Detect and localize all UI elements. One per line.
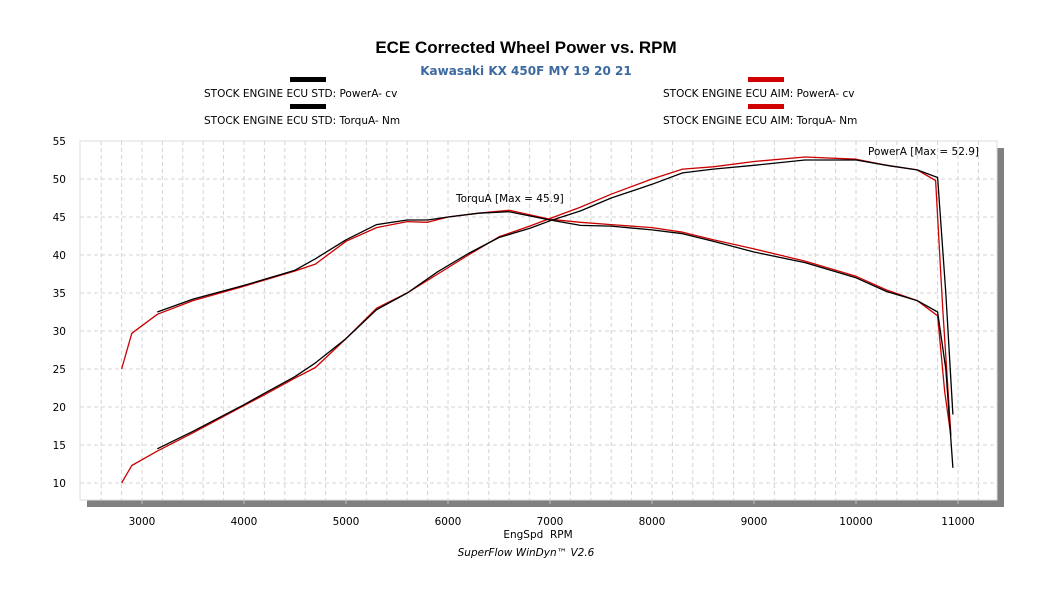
- x-tick-label: 4000: [231, 516, 258, 528]
- annotation-torque-max: TorquA [Max = 45.9]: [455, 193, 564, 205]
- legend-item-aim-power: STOCK ENGINE ECU AIM: PowerA- cv: [663, 88, 855, 100]
- legend-item-std-power: STOCK ENGINE ECU STD: PowerA- cv: [204, 88, 398, 100]
- x-axis-label: EngSpd RPM: [503, 529, 572, 541]
- y-tick-label: 55: [53, 136, 66, 148]
- x-tick-label: 9000: [741, 516, 768, 528]
- y-tick-label: 25: [53, 364, 66, 376]
- x-tick-label: 7000: [537, 516, 564, 528]
- plot-shadow-right: [997, 148, 1004, 507]
- y-tick-label: 40: [53, 250, 66, 262]
- chart-subtitle: Kawasaki KX 450F MY 19 20 21: [420, 64, 632, 78]
- x-tick-label: 5000: [333, 516, 360, 528]
- legend-swatch-std-torque: [290, 104, 326, 109]
- plot-shadow-bottom: [87, 500, 1004, 507]
- legend-swatch-aim-power: [748, 77, 784, 82]
- legend-item-aim-torque: STOCK ENGINE ECU AIM: TorquA- Nm: [663, 115, 858, 127]
- x-tick-label: 6000: [435, 516, 462, 528]
- std-power-line: [157, 159, 954, 450]
- plot-area: [79, 140, 998, 501]
- y-tick-label: 20: [53, 402, 66, 414]
- y-tick-label: 35: [53, 288, 66, 300]
- y-tick-label: 30: [53, 326, 66, 338]
- annotation-power-max: PowerA [Max = 52.9]: [868, 146, 979, 158]
- y-tick-label: 45: [53, 212, 66, 224]
- std-torque-line: [157, 211, 954, 468]
- chart-title: ECE Corrected Wheel Power vs. RPM: [375, 38, 677, 57]
- legend-swatch-aim-torque: [748, 104, 784, 109]
- y-tick-label: 10: [53, 478, 66, 490]
- y-tick-label: 50: [53, 174, 66, 186]
- software-footer: SuperFlow WinDyn™ V2.6: [457, 547, 595, 559]
- legend-swatch-std-power: [290, 77, 326, 82]
- x-tick-label: 10000: [839, 516, 872, 528]
- x-tick-label: 11000: [941, 516, 974, 528]
- x-tick-label: 8000: [639, 516, 666, 528]
- legend-item-std-torque: STOCK ENGINE ECU STD: TorquA- Nm: [204, 115, 401, 127]
- y-tick-label: 15: [53, 440, 66, 452]
- x-tick-label: 3000: [129, 516, 156, 528]
- aim-torque-line: [120, 209, 952, 436]
